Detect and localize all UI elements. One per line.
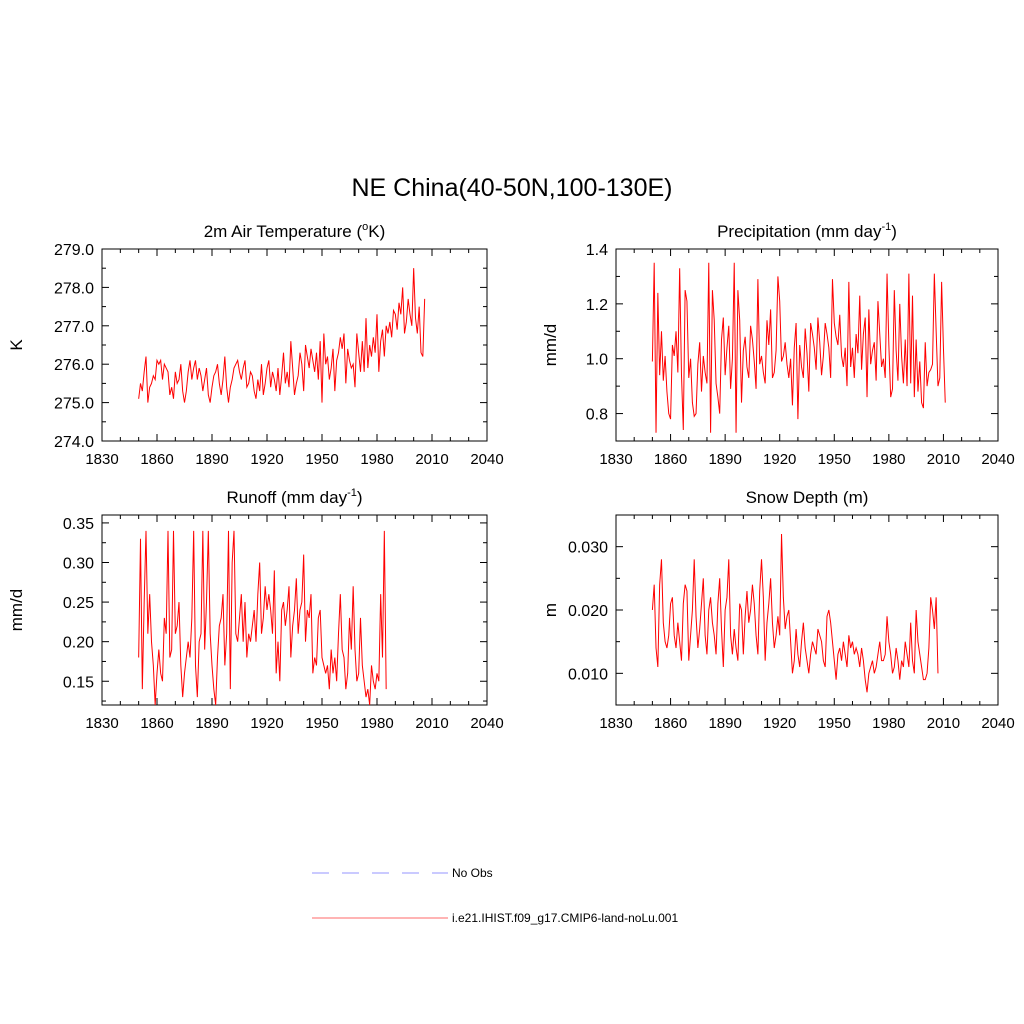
panel-air-temperature: 1830 1860 1890 1920 1950 1980 2010 2040 274.0 275… <box>7 221 504 468</box>
x-tick-label-snow-depth: 1980 <box>872 715 905 732</box>
panel-runoff: 1830 1860 1890 1920 1950 1980 2010 2040 0.15 0.20… <box>7 487 504 732</box>
y-tick-label-precipitation: 1.0 <box>586 352 608 369</box>
x-tick-label-snow-depth: 1860 <box>654 715 687 732</box>
x-tick-label-snow-depth: 1920 <box>763 715 796 732</box>
legend-label-model: i.e21.IHIST.f09_g17.CMIP6-land-noLu.001 <box>452 911 678 925</box>
x-tick-label-air-temperature: 2040 <box>470 451 503 468</box>
x-tick-label-snow-depth: 2040 <box>981 715 1014 732</box>
plot-frame-runoff <box>101 514 488 706</box>
legend-item-no-obs: No Obs <box>312 866 493 880</box>
legend: No Obs i.e21.IHIST.f09_g17.CMIP6-land-no… <box>312 866 678 925</box>
y-tick-label-air-temperature: 278.0 <box>54 280 94 297</box>
panel-snow-depth: 1830 1860 1890 1920 1950 1980 2010 2040 0.010 0.0… <box>541 488 1015 732</box>
y-tick-label-runoff: 0.35 <box>63 516 94 533</box>
x-tick-label-air-temperature: 1980 <box>360 451 393 468</box>
legend-item-model: i.e21.IHIST.f09_g17.CMIP6-land-noLu.001 <box>312 911 678 925</box>
plot-frame-precipitation <box>615 248 999 442</box>
x-tick-label-runoff: 1980 <box>360 715 393 732</box>
x-tick-label-precipitation: 1890 <box>708 451 741 468</box>
x-tick-label-snow-depth: 1890 <box>708 715 741 732</box>
x-tick-label-snow-depth: 1830 <box>599 715 632 732</box>
y-tick-label-air-temperature: 279.0 <box>54 242 94 259</box>
y-axis-label-snow-depth: m <box>541 603 560 617</box>
x-tick-label-precipitation: 1860 <box>654 451 687 468</box>
panel-title-precipitation: Precipitation (mm day-1) <box>717 221 897 241</box>
y-tick-label-air-temperature: 275.0 <box>54 396 94 413</box>
x-tick-label-air-temperature: 1920 <box>250 451 283 468</box>
x-tick-label-precipitation: 1920 <box>763 451 796 468</box>
x-tick-label-air-temperature: 1860 <box>140 451 173 468</box>
x-tick-label-air-temperature: 1950 <box>305 451 338 468</box>
y-tick-label-runoff: 0.30 <box>63 556 94 573</box>
panel-title-runoff: Runoff (mm day-1) <box>226 487 362 507</box>
x-tick-label-runoff: 2040 <box>470 715 503 732</box>
y-tick-label-runoff: 0.20 <box>63 635 94 652</box>
y-tick-label-air-temperature: 276.0 <box>54 357 94 374</box>
x-tick-label-precipitation: 1950 <box>818 451 851 468</box>
series-line-precipitation <box>651 262 946 433</box>
y-axis-label-air-temperature: K <box>7 339 26 351</box>
y-tick-label-air-temperature: 277.0 <box>54 319 94 336</box>
y-tick-label-precipitation: 1.4 <box>586 242 608 259</box>
x-tick-label-runoff: 1950 <box>305 715 338 732</box>
x-tick-label-precipitation: 2010 <box>927 451 960 468</box>
x-tick-label-snow-depth: 1950 <box>818 715 851 732</box>
panel-title-snow-depth: Snow Depth (m) <box>746 488 869 507</box>
y-axis-label-runoff: mm/d <box>7 589 26 632</box>
x-tick-label-runoff: 2010 <box>415 715 448 732</box>
figure-title: NE China(40-50N,100-130E) <box>351 174 672 202</box>
y-tick-label-snow-depth: 0.030 <box>568 540 608 557</box>
x-tick-label-air-temperature: 1890 <box>195 451 228 468</box>
panel-precipitation: 1830 1860 1890 1920 1950 1980 2010 2040 0.8 1.0 1.… <box>541 221 1015 468</box>
x-tick-label-runoff: 1920 <box>250 715 283 732</box>
x-tick-label-precipitation: 2040 <box>981 451 1014 468</box>
x-tick-label-precipitation: 1830 <box>599 451 632 468</box>
series-line-runoff <box>138 530 387 706</box>
x-tick-label-precipitation: 1980 <box>872 451 905 468</box>
y-tick-label-air-temperature: 274.0 <box>54 434 94 451</box>
y-tick-label-snow-depth: 0.010 <box>568 666 608 683</box>
y-tick-label-precipitation: 1.2 <box>586 297 608 314</box>
y-tick-label-runoff: 0.15 <box>63 674 94 691</box>
plot-frame-air-temperature <box>101 248 488 442</box>
y-tick-label-precipitation: 0.8 <box>586 407 608 424</box>
panel-title-air-temperature: 2m Air Temperature (oK) <box>204 221 386 241</box>
y-tick-label-snow-depth: 0.020 <box>568 603 608 620</box>
y-tick-label-runoff: 0.25 <box>63 595 94 612</box>
series-line-air-temperature <box>138 268 426 403</box>
x-tick-label-snow-depth: 2010 <box>927 715 960 732</box>
legend-label-no-obs: No Obs <box>452 866 493 880</box>
x-tick-label-runoff: 1860 <box>140 715 173 732</box>
series-line-snow-depth <box>651 533 939 693</box>
x-tick-label-air-temperature: 1830 <box>85 451 118 468</box>
x-tick-label-runoff: 1890 <box>195 715 228 732</box>
y-axis-label-precipitation: mm/d <box>541 324 560 367</box>
x-tick-label-air-temperature: 2010 <box>415 451 448 468</box>
x-tick-label-runoff: 1830 <box>85 715 118 732</box>
